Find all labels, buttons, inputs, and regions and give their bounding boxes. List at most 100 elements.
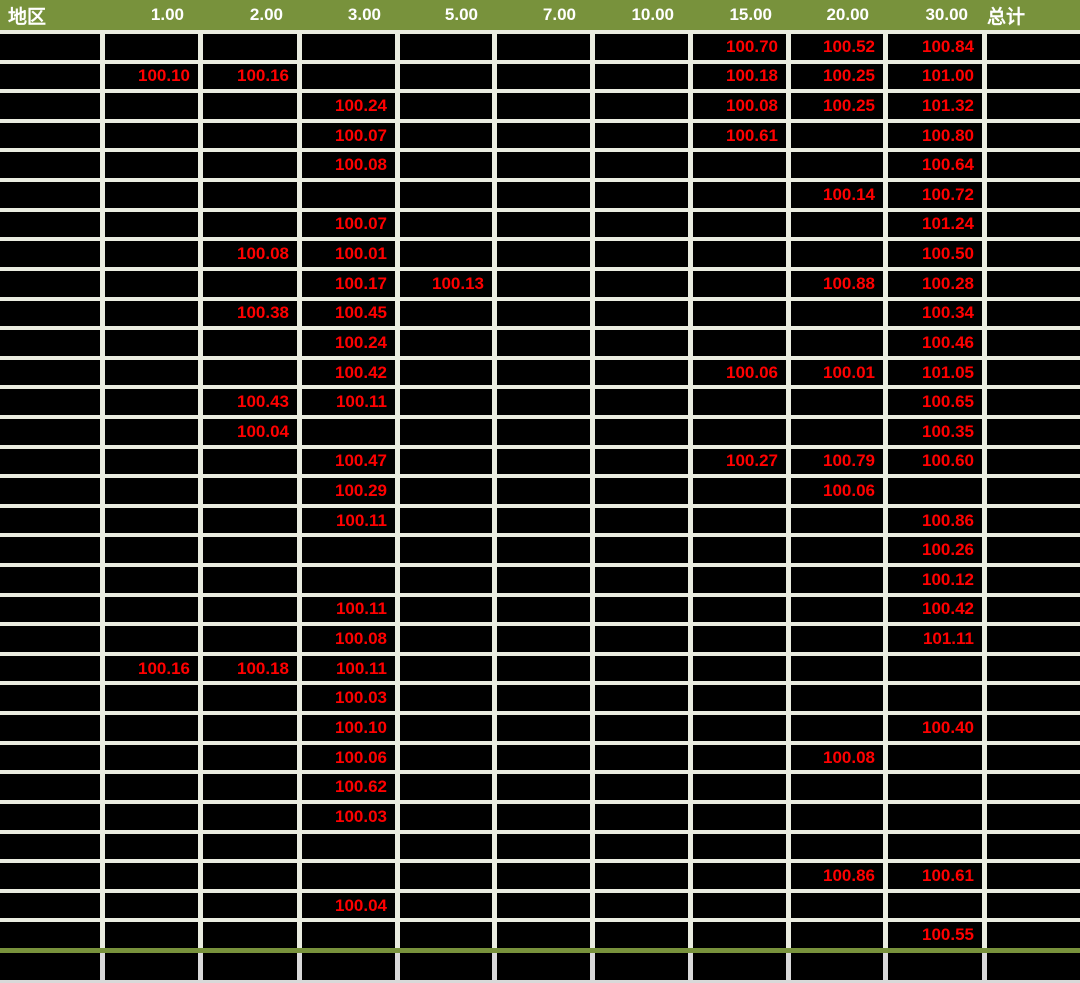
table-cell[interactable] bbox=[497, 330, 590, 356]
table-cell[interactable] bbox=[987, 626, 1080, 652]
table-cell[interactable]: 100.24 bbox=[302, 330, 395, 356]
table-cell[interactable] bbox=[595, 507, 688, 534]
table-cell[interactable]: 100.06 bbox=[693, 359, 786, 386]
table-cell[interactable] bbox=[203, 211, 297, 238]
table-cell[interactable] bbox=[105, 300, 198, 327]
table-cell[interactable]: 100.84 bbox=[888, 34, 982, 60]
table-cell[interactable]: 100.45 bbox=[302, 300, 395, 327]
table-cell[interactable] bbox=[987, 892, 1080, 919]
table-cell[interactable] bbox=[497, 833, 590, 860]
table-cell[interactable]: 100.12 bbox=[888, 567, 982, 593]
table-cell[interactable] bbox=[105, 122, 198, 149]
table-cell[interactable] bbox=[595, 478, 688, 504]
table-cell[interactable] bbox=[595, 892, 688, 919]
table-cell[interactable] bbox=[987, 478, 1080, 504]
table-cell[interactable]: 100.01 bbox=[302, 241, 395, 267]
table-cell[interactable] bbox=[203, 863, 297, 889]
table-cell[interactable] bbox=[693, 418, 786, 445]
table-cell[interactable] bbox=[987, 774, 1080, 800]
table-cell[interactable] bbox=[693, 389, 786, 415]
column-header-4[interactable]: 5.00 bbox=[444, 5, 478, 24]
table-cell[interactable] bbox=[595, 833, 688, 860]
table-cell[interactable] bbox=[693, 655, 786, 682]
table-cell[interactable] bbox=[497, 478, 590, 504]
table-cell[interactable]: 100.11 bbox=[302, 507, 395, 534]
column-header-5[interactable]: 7.00 bbox=[542, 5, 576, 24]
table-cell[interactable] bbox=[693, 300, 786, 327]
table-cell[interactable] bbox=[497, 270, 590, 297]
table-cell[interactable] bbox=[0, 63, 100, 90]
table-cell[interactable] bbox=[203, 152, 297, 179]
table-cell[interactable] bbox=[987, 300, 1080, 327]
table-cell[interactable] bbox=[105, 626, 198, 652]
table-cell[interactable] bbox=[105, 182, 198, 208]
table-cell[interactable] bbox=[595, 152, 688, 179]
table-cell[interactable] bbox=[0, 922, 100, 948]
table-cell[interactable]: 100.34 bbox=[888, 300, 982, 327]
table-cell[interactable] bbox=[400, 922, 492, 948]
table-cell[interactable] bbox=[0, 389, 100, 415]
column-header-10[interactable]: 总计 bbox=[987, 6, 1026, 28]
column-header-2[interactable]: 2.00 bbox=[249, 5, 283, 24]
column-header-9[interactable]: 30.00 bbox=[925, 5, 968, 24]
table-cell[interactable] bbox=[0, 122, 100, 149]
table-cell[interactable] bbox=[987, 389, 1080, 415]
table-cell[interactable] bbox=[400, 122, 492, 149]
table-cell[interactable]: 100.38 bbox=[203, 300, 297, 327]
table-cell[interactable] bbox=[791, 803, 883, 830]
table-cell[interactable] bbox=[400, 300, 492, 327]
footer-cell[interactable] bbox=[497, 953, 590, 980]
table-cell[interactable] bbox=[497, 63, 590, 90]
table-cell[interactable] bbox=[105, 774, 198, 800]
table-cell[interactable] bbox=[595, 803, 688, 830]
footer-cell[interactable] bbox=[302, 953, 395, 980]
table-cell[interactable] bbox=[0, 892, 100, 919]
table-cell[interactable] bbox=[595, 655, 688, 682]
table-cell[interactable] bbox=[987, 359, 1080, 386]
table-cell[interactable] bbox=[400, 715, 492, 741]
table-cell[interactable] bbox=[595, 359, 688, 386]
table-cell[interactable] bbox=[987, 507, 1080, 534]
table-cell[interactable] bbox=[987, 922, 1080, 948]
table-cell[interactable]: 100.65 bbox=[888, 389, 982, 415]
table-cell[interactable]: 100.08 bbox=[302, 152, 395, 179]
table-cell[interactable] bbox=[0, 300, 100, 327]
table-cell[interactable] bbox=[497, 182, 590, 208]
table-cell[interactable] bbox=[400, 241, 492, 267]
table-cell[interactable] bbox=[595, 270, 688, 297]
table-cell[interactable] bbox=[987, 596, 1080, 623]
table-cell[interactable] bbox=[400, 93, 492, 119]
table-cell[interactable]: 100.18 bbox=[203, 655, 297, 682]
table-cell[interactable] bbox=[0, 596, 100, 623]
table-cell[interactable] bbox=[791, 122, 883, 149]
table-cell[interactable]: 100.86 bbox=[888, 507, 982, 534]
table-cell[interactable] bbox=[105, 922, 198, 948]
table-cell[interactable]: 100.50 bbox=[888, 241, 982, 267]
table-cell[interactable] bbox=[400, 833, 492, 860]
table-cell[interactable] bbox=[203, 93, 297, 119]
column-header-1[interactable]: 1.00 bbox=[150, 5, 184, 24]
table-cell[interactable] bbox=[105, 478, 198, 504]
table-cell[interactable] bbox=[400, 863, 492, 889]
table-cell[interactable] bbox=[693, 270, 786, 297]
table-cell[interactable] bbox=[987, 715, 1080, 741]
table-cell[interactable] bbox=[105, 863, 198, 889]
table-cell[interactable] bbox=[693, 567, 786, 593]
table-cell[interactable] bbox=[595, 715, 688, 741]
table-cell[interactable] bbox=[987, 122, 1080, 149]
table-cell[interactable] bbox=[791, 596, 883, 623]
table-cell[interactable] bbox=[302, 63, 395, 90]
table-cell[interactable] bbox=[595, 93, 688, 119]
table-cell[interactable]: 100.70 bbox=[693, 34, 786, 60]
table-cell[interactable] bbox=[693, 478, 786, 504]
table-cell[interactable] bbox=[693, 211, 786, 238]
table-cell[interactable] bbox=[400, 63, 492, 90]
table-cell[interactable] bbox=[595, 448, 688, 475]
table-cell[interactable] bbox=[888, 774, 982, 800]
table-cell[interactable] bbox=[105, 685, 198, 712]
table-cell[interactable] bbox=[791, 626, 883, 652]
table-cell[interactable]: 100.42 bbox=[888, 596, 982, 623]
table-cell[interactable] bbox=[105, 715, 198, 741]
table-cell[interactable] bbox=[203, 448, 297, 475]
table-cell[interactable]: 100.47 bbox=[302, 448, 395, 475]
